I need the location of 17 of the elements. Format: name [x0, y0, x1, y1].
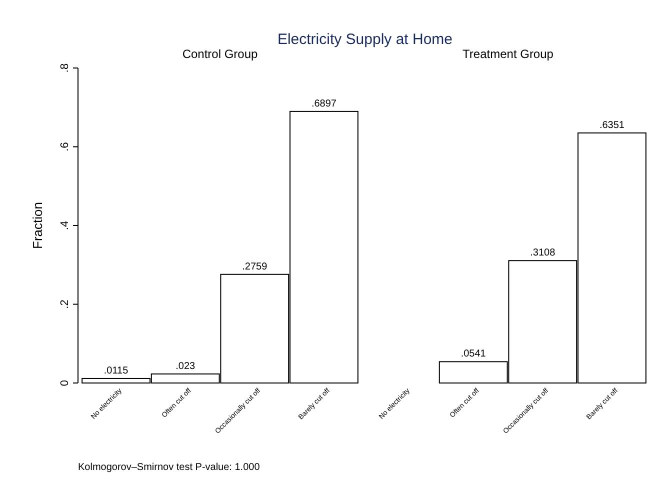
- data-label: .6897: [311, 98, 337, 110]
- y-axis-title: Fraction: [30, 202, 45, 249]
- chart-subtitle: Control Group: [182, 47, 258, 61]
- y-tick-label: .4: [59, 220, 71, 230]
- chart-title: Electricity Supply at Home: [277, 31, 453, 48]
- y-tick-label: .8: [59, 63, 71, 73]
- text: Kolmogorov–Smirnov test P-value: 1.000: [78, 462, 260, 473]
- data-label: .0115: [104, 365, 129, 376]
- y-tick-label: .2: [59, 300, 71, 309]
- data-label: .6351: [599, 120, 625, 131]
- data-label: .2759: [242, 261, 268, 272]
- data-label: .3108: [530, 248, 556, 259]
- y-tick-label: .6: [59, 142, 71, 152]
- data-label: .0541: [460, 348, 486, 360]
- chart-subtitle: Treatment Group: [462, 47, 554, 61]
- y-tick-label: 0: [59, 380, 71, 386]
- data-label: .023: [176, 360, 196, 372]
